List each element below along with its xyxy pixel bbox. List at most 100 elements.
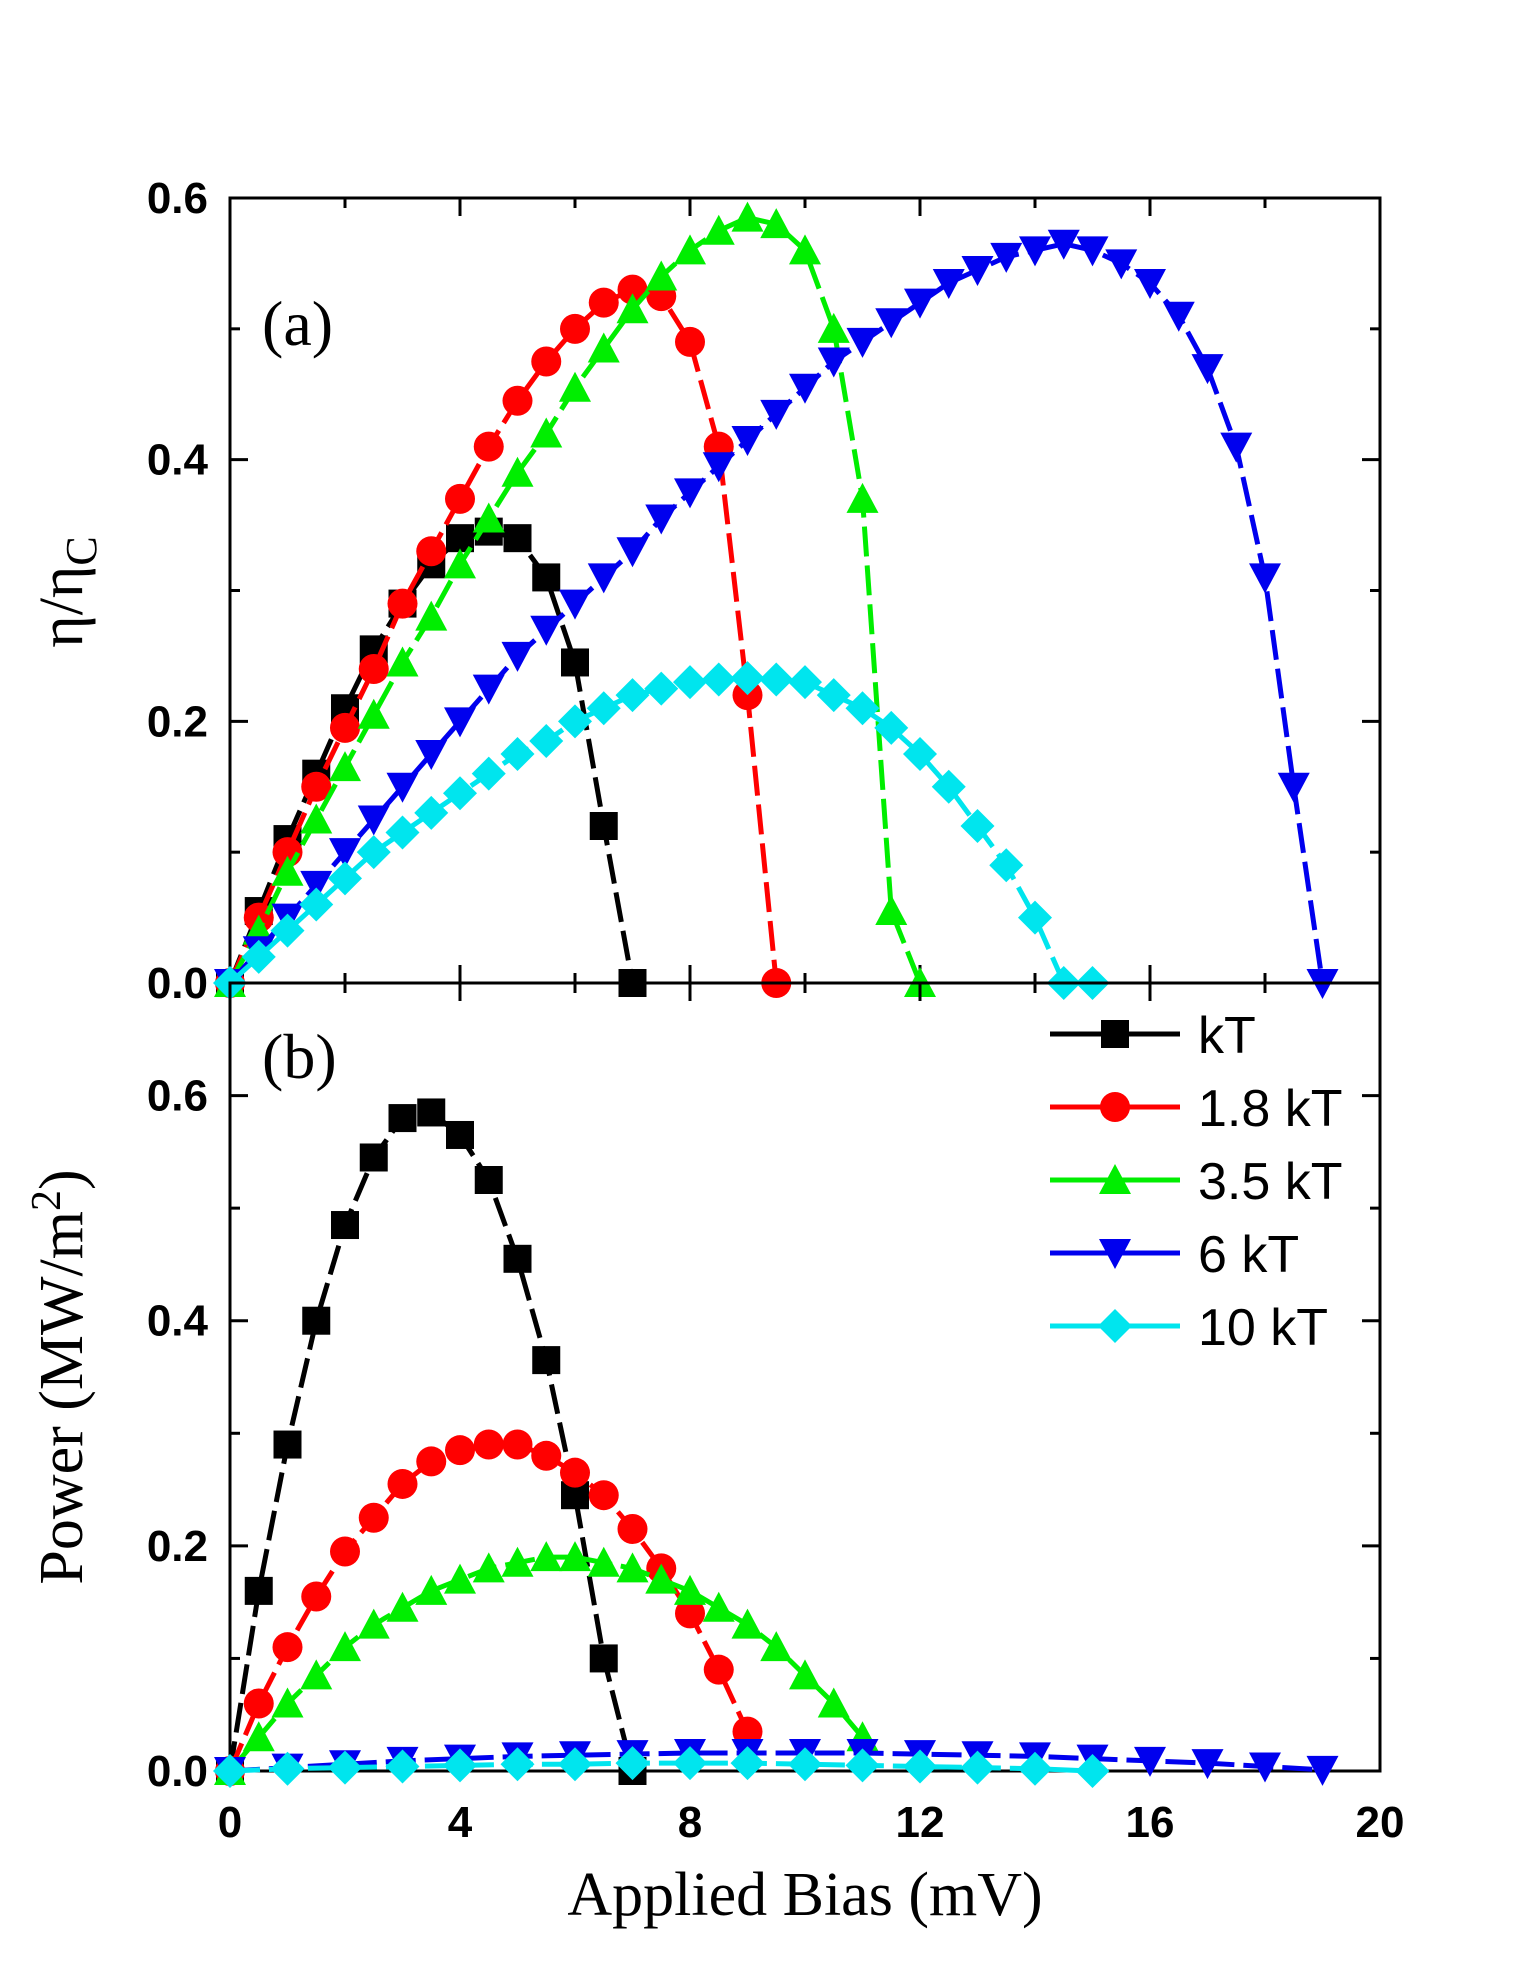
panel-a-data-point-3-5-kt [530, 417, 563, 448]
panel-b-data-point-3-5-kt [300, 1659, 333, 1690]
panel-a-data-point-kt [503, 524, 532, 553]
panel-a-data-point-3-5-kt [760, 208, 793, 239]
panel-a-data-point-10-kt [500, 737, 535, 772]
panel-a-data-point-3-5-kt [300, 803, 333, 834]
panel-a-data-point-10-kt [759, 662, 794, 697]
panel-b-data-point-kt [331, 1211, 359, 1240]
panel-b-data-point-kt [503, 1244, 532, 1273]
panel-a-data-point-10-kt [529, 723, 564, 758]
panel-b-y-axis-title-end: ) [28, 1169, 96, 1190]
legend-item-6-kt: 6 kT [1050, 1226, 1299, 1284]
panel-a-data-point-1-8-kt [560, 313, 590, 344]
legend-swatch-marker [1098, 1309, 1132, 1343]
panel-b-data-point-10-kt [270, 1751, 305, 1786]
panel-b-axes: 0.0 0.2 0.4 0.6 0 4 8 12 16 20 [147, 981, 1404, 1847]
panel-a-data-point-3-5-kt [817, 312, 850, 343]
panel-a-data-point-6-kt [990, 242, 1023, 273]
panel-b-data-point-1-8-kt [272, 1632, 303, 1663]
panel-b-data-point-kt [532, 1346, 561, 1375]
panel-a-data-point-10-kt [845, 691, 880, 726]
panel-a-data-point-6-kt [702, 452, 735, 483]
panel-a-data-point-10-kt [558, 704, 592, 739]
panel-b-data-point-1-8-kt [502, 1429, 533, 1460]
panel-a-data-point-10-kt [701, 662, 736, 697]
panel-b-data-point-10-kt [500, 1747, 535, 1782]
panel-b-series-kt [216, 1098, 647, 1785]
panel-b-data-point-3-5-kt [789, 1659, 821, 1690]
panel-a-axes: 0.0 0.2 0.4 0.6 [147, 174, 1382, 1008]
panel-b-x-tick-label: 0 [218, 1798, 242, 1847]
panel-b-series-line-10-kt [229, 1760, 1093, 1774]
panel-a-data-point-kt [589, 812, 618, 840]
panel-a-y-axis-title: η/ηC [28, 536, 106, 647]
panel-b-data-point-3-5-kt [559, 1541, 591, 1572]
panel-a-data-point-10-kt [385, 815, 420, 850]
panel-b-data-point-3-5-kt [702, 1591, 735, 1622]
panel-a-data-point-6-kt [415, 740, 448, 771]
panel-b-data-point-3-5-kt [587, 1546, 620, 1577]
panel-a-data-point-6-kt [616, 537, 649, 568]
panel-b-data-point-6-kt [1306, 1755, 1339, 1786]
panel-a-data-point-6-kt [501, 641, 534, 672]
panel-b-data-point-1-8-kt [617, 1513, 648, 1544]
panel-a-y-axis-title-main: η/η [28, 566, 96, 648]
panel-b-data-point-1-8-kt [588, 1480, 619, 1511]
panel-a-data-point-kt [532, 563, 561, 592]
panel-a-data-point-6-kt [530, 615, 563, 646]
panel-a-data-point-3-5-kt [444, 548, 476, 579]
legend-item-3-5-kt: 3.5 kT [1050, 1153, 1343, 1211]
panel-b-data-point-1-8-kt [416, 1446, 447, 1477]
panel-b-data-point-10-kt [1018, 1751, 1052, 1786]
panel-b-data-point-10-kt [328, 1750, 362, 1785]
panel-b-data-point-1-8-kt [243, 1688, 274, 1719]
legend-label: 1.8 kT [1198, 1080, 1343, 1138]
panel-b-plot: 0.00.20.40.60 4 8 12 16 20 (b) Power (MW/m2) … [24, 981, 1404, 1929]
panel-b-data-point-6-kt [1249, 1752, 1281, 1783]
panel-a-data-point-10-kt [788, 665, 822, 700]
panel-b-data-point-3-5-kt [386, 1591, 419, 1622]
panel-a-data-point-6-kt [875, 308, 908, 339]
panel-a-data-point-1-8-kt [531, 346, 562, 377]
panel-a-data-point-10-kt [874, 710, 909, 745]
panel-a-data-point-10-kt [586, 691, 621, 726]
panel-a-data-point-6-kt [1134, 269, 1166, 300]
panel-b-data-point-10-kt [213, 1754, 247, 1788]
panel-a-series [213, 201, 1339, 1000]
panel-a-data-point-1-8-kt [588, 287, 619, 318]
legend-item-10-kt: 10 kT [1050, 1299, 1328, 1357]
panel-b-x-tick-label: 12 [896, 1798, 945, 1847]
panel-a-data-point-6-kt [932, 269, 965, 300]
panel-a-data-point-3-5-kt [559, 371, 591, 402]
panel-b-data-point-3-5-kt [674, 1574, 706, 1605]
panel-a-data-point-10-kt [270, 913, 305, 948]
panel-b-data-point-3-5-kt [329, 1631, 361, 1662]
panel-a-data-point-10-kt [730, 661, 765, 696]
panel-a-data-point-6-kt [1162, 301, 1195, 332]
panel-a-series-3-5-kt [214, 201, 936, 997]
panel-a-data-point-10-kt [356, 835, 391, 870]
legend-swatch-marker [1099, 1164, 1131, 1194]
panel-b-data-point-kt [359, 1143, 388, 1172]
panel-b-series-1-8-kt [215, 1429, 763, 1786]
panel-a-data-point-6-kt [1249, 563, 1281, 594]
panel-a-y-tick-label: 0.2 [147, 697, 208, 746]
panel-a-data-point-10-kt [903, 737, 937, 772]
panel-b-data-point-10-kt [558, 1747, 592, 1782]
panel-b-data-point-1-8-kt [473, 1429, 504, 1460]
panel-b-data-point-10-kt [615, 1746, 650, 1781]
panel-a-data-point-6-kt [1076, 236, 1109, 267]
panel-a-data-point-1-8-kt [675, 326, 705, 357]
panel-a-data-point-3-5-kt [674, 234, 706, 265]
panel-a-y-axis-title-sub: C [57, 536, 106, 565]
panel-a-data-point-1-8-kt [330, 712, 360, 743]
panel-b-data-point-10-kt [385, 1749, 420, 1784]
panel-b-data-point-kt [388, 1104, 417, 1133]
panel-b-data-point-3-5-kt [415, 1574, 448, 1605]
panel-b-data-point-6-kt [1134, 1746, 1166, 1777]
panel-b-data-point-3-5-kt [530, 1541, 563, 1572]
panel-b-data-point-3-5-kt [645, 1563, 678, 1594]
panel-a-data-point-6-kt [674, 478, 706, 509]
panel-a-data-point-10-kt [443, 776, 477, 811]
panel-b-label: (b) [262, 1021, 337, 1092]
